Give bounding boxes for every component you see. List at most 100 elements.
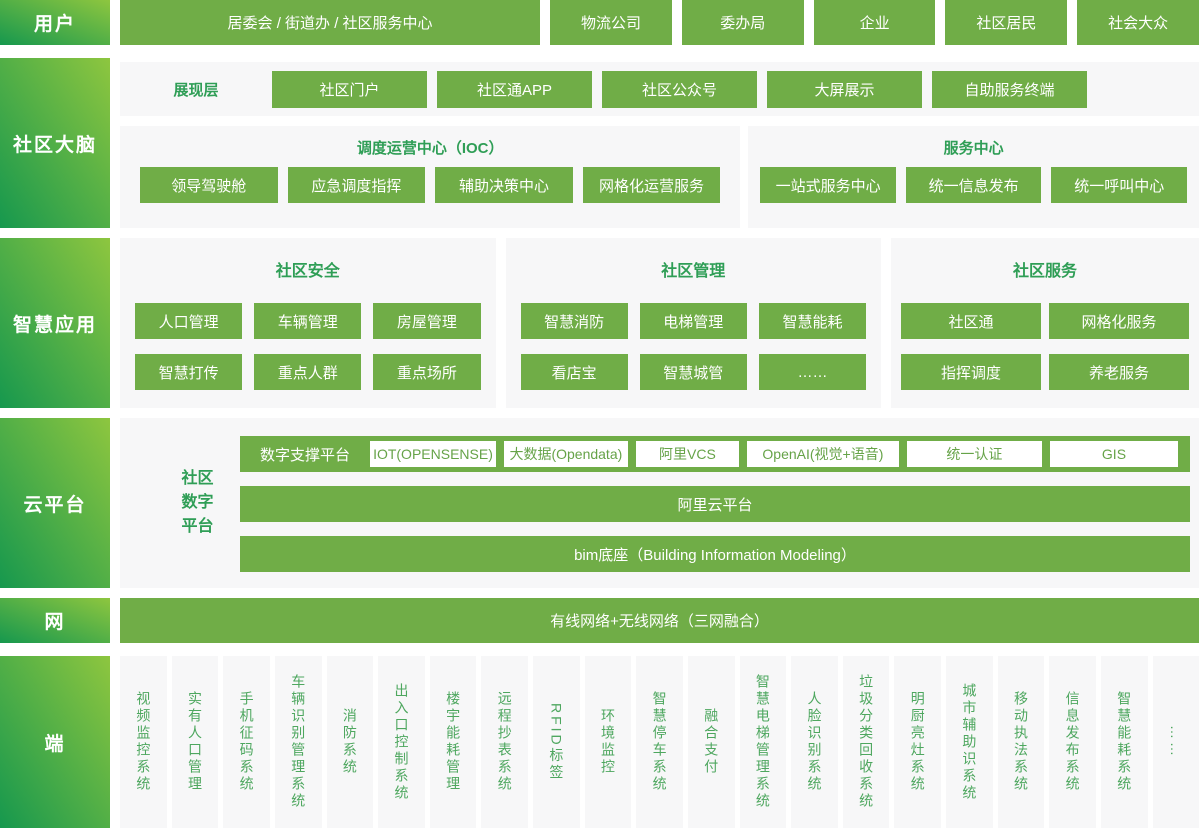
edge-column: 消防系统 <box>326 656 374 828</box>
security-item: 重点场所 <box>373 354 481 390</box>
edge-column: 出入口控制系统 <box>378 656 425 828</box>
edge-column-label: 实有人口管理 <box>186 691 203 793</box>
edge-column: 信息发布系统 <box>1049 656 1096 828</box>
ioc-panel-title: 调度运营中心（IOC） <box>356 140 504 157</box>
edge-column: RFID标签 <box>533 656 580 828</box>
community-service-items-row2: 指挥调度 养老服务 <box>901 354 1189 390</box>
service-center-title: 服务中心 <box>943 140 1004 157</box>
smart-apps-panels: 社区安全 人口管理 车辆管理 房屋管理 智慧打传 重点人群 重点场所 社区管理 … <box>120 238 1199 408</box>
digital-support-items: IOT(OPENSENSE) 大数据(Opendata) 阿里VCS OpenA… <box>370 441 1178 467</box>
ioc-item: 网格化运营服务 <box>582 167 721 203</box>
digital-platform-label: 社区 数字 平台 <box>181 470 214 535</box>
presentation-item: 社区通APP <box>437 70 592 108</box>
community-security-items-row2: 智慧打传 重点人群 重点场所 <box>135 354 481 390</box>
edge-column: 实有人口管理 <box>171 656 219 828</box>
user-box: 企业 <box>813 0 936 45</box>
community-security-title: 社区安全 <box>275 263 340 280</box>
edge-columns: 视频监控系统 实有人口管理 手机征码系统 车辆识别管理系统 消防系统 出入口控制… <box>120 656 1199 828</box>
community-management-items-row2: 看店宝 智慧城管 …… <box>520 354 867 390</box>
digital-platform-stack: 数字支撑平台 IOT(OPENSENSE) 大数据(Opendata) 阿里VC… <box>240 436 1190 586</box>
ioc-item: 应急调度指挥 <box>287 167 426 203</box>
edge-column: 垃圾分类回收系统 <box>842 656 890 828</box>
community-service-item: 养老服务 <box>1049 354 1189 390</box>
edge-column: 视频监控系统 <box>120 656 167 828</box>
edge-column-label: 智慧停车系统 <box>651 691 668 793</box>
edge-column-label: 手机征码系统 <box>238 691 255 793</box>
community-brain-content: 展现层 社区门户 社区通APP 社区公众号 大屏展示 自助服务终端 调度运营中心… <box>120 58 1199 228</box>
users-row: 用户 居委会 / 街道办 / 社区服务中心 物流公司 委办局 企业 社区居民 社… <box>0 0 1199 45</box>
security-item: 重点人群 <box>254 354 362 390</box>
edge-column-label: 城市辅助识系统 <box>961 682 978 802</box>
edge-column: 智慧电梯管理系统 <box>739 656 787 828</box>
community-service-item: 指挥调度 <box>901 354 1042 390</box>
edge-column-label: 视频监控系统 <box>135 691 152 793</box>
edge-column-label: 智慧能耗系统 <box>1116 691 1133 793</box>
digital-support-label: 数字支撑平台 <box>259 446 350 464</box>
edge-column: …… <box>1152 656 1199 828</box>
edge-column-label: 消防系统 <box>341 708 358 776</box>
support-item: 阿里VCS <box>635 441 740 467</box>
aliyun-platform-bar: 阿里云平台 <box>240 486 1190 522</box>
digital-platform-panel: 社区 数字 平台 数字支撑平台 IOT(OPENSENSE) 大数据(Opend… <box>120 418 1199 588</box>
edge-column: 明厨亮灶系统 <box>894 656 941 828</box>
ioc-item: 辅助决策中心 <box>435 167 573 203</box>
management-item: 电梯管理 <box>639 303 747 339</box>
presentation-layer-strip: 展现层 社区门户 社区通APP 社区公众号 大屏展示 自助服务终端 <box>120 62 1199 116</box>
brain-panels: 调度运营中心（IOC） 领导驾驶舱 应急调度指挥 辅助决策中心 网格化运营服务 … <box>120 126 1199 228</box>
community-security-items-row1: 人口管理 车辆管理 房屋管理 <box>135 303 481 339</box>
smart-apps-row-label: 智慧应用 <box>0 238 110 408</box>
user-box: 居委会 / 街道办 / 社区服务中心 <box>120 0 541 45</box>
edge-column: 楼宇能耗管理 <box>429 656 477 828</box>
edge-row-label: 端 <box>0 656 110 828</box>
smart-apps-row: 智慧应用 社区安全 人口管理 车辆管理 房屋管理 智慧打传 重点人群 重点场所 … <box>0 238 1199 408</box>
edge-column-label: 车辆识别管理系统 <box>290 674 307 810</box>
support-item: 统一认证 <box>906 441 1042 467</box>
ioc-item: 领导驾驶舱 <box>140 167 278 203</box>
management-item: 智慧城管 <box>639 354 747 390</box>
community-service-item: 网格化服务 <box>1049 303 1189 339</box>
community-service-panel: 社区服务 社区通 网格化服务 指挥调度 养老服务 <box>891 238 1199 408</box>
support-item: GIS <box>1049 441 1178 467</box>
user-box: 社会大众 <box>1077 0 1199 45</box>
support-item: 大数据(Opendata) <box>503 441 628 467</box>
community-service-items-row1: 社区通 网格化服务 <box>901 303 1189 339</box>
network-bar: 有线网络+无线网络（三网融合） <box>120 598 1199 643</box>
edge-column-label: 移动执法系统 <box>1012 691 1029 793</box>
network-row-label: 网 <box>0 598 110 643</box>
users-boxes: 居委会 / 街道办 / 社区服务中心 物流公司 委办局 企业 社区居民 社会大众 <box>120 0 1199 45</box>
community-security-panel: 社区安全 人口管理 车辆管理 房屋管理 智慧打传 重点人群 重点场所 <box>120 238 496 408</box>
users-row-label: 用户 <box>0 0 110 45</box>
community-brain-row-label: 社区大脑 <box>0 58 110 228</box>
user-box: 社区居民 <box>945 0 1068 45</box>
support-item: IOT(OPENSENSE) <box>370 441 496 467</box>
presentation-item: 社区门户 <box>272 70 427 108</box>
edge-column-label: 明厨亮灶系统 <box>909 691 926 793</box>
edge-column: 环境监控 <box>584 656 632 828</box>
edge-column-label: 楼宇能耗管理 <box>445 691 462 793</box>
edge-column-label: 智慧电梯管理系统 <box>754 674 771 810</box>
network-row: 网 有线网络+无线网络（三网融合） <box>0 598 1199 643</box>
edge-column: 城市辅助识系统 <box>946 656 993 828</box>
edge-column-label: 环境监控 <box>599 708 616 776</box>
edge-column: 智慧停车系统 <box>636 656 683 828</box>
user-box: 委办局 <box>681 0 804 45</box>
edge-column-label: 垃圾分类回收系统 <box>858 674 875 810</box>
edge-column: 融合支付 <box>687 656 735 828</box>
edge-column: 车辆识别管理系统 <box>274 656 322 828</box>
service-center-item: 统一信息发布 <box>905 167 1042 203</box>
security-item: 智慧打传 <box>135 354 243 390</box>
edge-column: 移动执法系统 <box>997 656 1045 828</box>
ioc-panel-items: 领导驾驶舱 应急调度指挥 辅助决策中心 网格化运营服务 <box>140 167 721 203</box>
cloud-platform-row: 云平台 社区 数字 平台 数字支撑平台 IOT(OPENSENSE) 大数据(O… <box>0 418 1199 588</box>
edge-row: 端 视频监控系统 实有人口管理 手机征码系统 车辆识别管理系统 消防系统 出入口… <box>0 656 1199 828</box>
presentation-item: 大屏展示 <box>767 70 922 108</box>
presentation-layer-label: 展现层 <box>173 81 219 99</box>
edge-column: 远程抄表系统 <box>481 656 528 828</box>
service-center-item: 一站式服务中心 <box>760 167 896 203</box>
presentation-item: 自助服务终端 <box>932 70 1087 108</box>
digital-support-bar: 数字支撑平台 IOT(OPENSENSE) 大数据(Opendata) 阿里VC… <box>240 436 1190 472</box>
edge-column: 智慧能耗系统 <box>1100 656 1148 828</box>
security-item: 房屋管理 <box>373 303 481 339</box>
service-center-panel: 服务中心 一站式服务中心 统一信息发布 统一呼叫中心 <box>748 126 1199 228</box>
edge-column: 人脸识别系统 <box>791 656 838 828</box>
